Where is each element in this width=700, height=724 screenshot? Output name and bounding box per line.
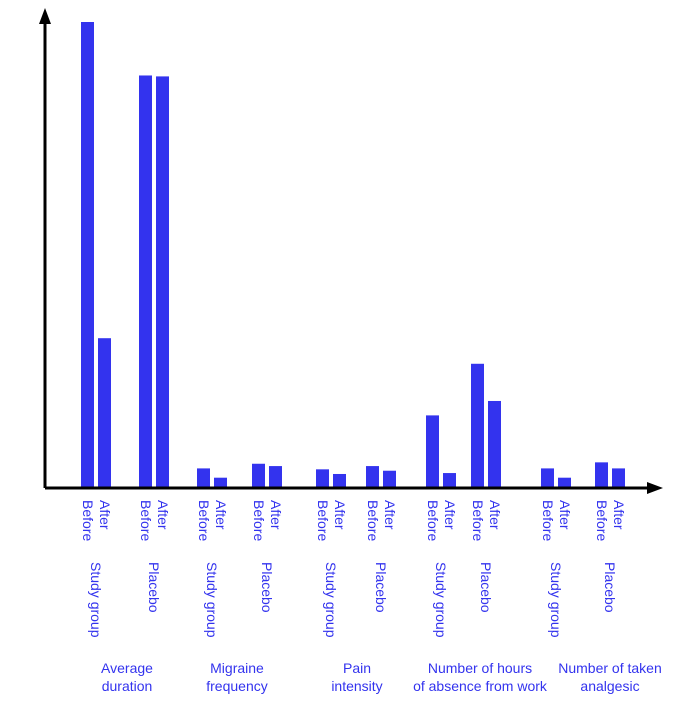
subgroup-label: Placebo <box>146 562 162 613</box>
bar-0-1-before <box>139 75 152 487</box>
subgroup-label: Placebo <box>602 562 618 613</box>
bars-layer <box>81 22 625 487</box>
group-label-line: of absence from work <box>413 678 548 694</box>
bar-label-before: Before <box>540 500 556 541</box>
group-label-line: Number of hours <box>428 660 532 676</box>
bar-label-after: After <box>487 500 503 530</box>
bar-2-0-before <box>316 469 329 487</box>
group-label-line: intensity <box>331 678 382 694</box>
bar-label-after: After <box>442 500 458 530</box>
bar-label-before: Before <box>251 500 267 541</box>
bar-2-1-before <box>366 466 379 487</box>
bar-label-after: After <box>611 500 627 530</box>
bar-1-1-after <box>269 466 282 487</box>
bar-4-0-after <box>558 477 571 487</box>
bar-label-before: Before <box>470 500 486 541</box>
bar-3-1-after <box>488 400 501 487</box>
bar-label-after: After <box>382 500 398 530</box>
group-label-line: duration <box>102 678 153 694</box>
bar-label-before: Before <box>594 500 610 541</box>
bar-label-after: After <box>268 500 284 530</box>
subgroup-label: Placebo <box>259 562 275 613</box>
bar-1-1-before <box>252 463 265 487</box>
bar-label-after: After <box>213 500 229 530</box>
group-label-line: Migraine <box>210 660 264 676</box>
group-label-line: Pain <box>343 660 371 676</box>
subgroup-label: Placebo <box>373 562 389 613</box>
bar-label-after: After <box>155 500 171 530</box>
bar-label-after: After <box>557 500 573 530</box>
subgroup-label: Study group <box>548 562 564 638</box>
bar-3-0-before <box>426 415 439 487</box>
axes-layer <box>39 8 663 494</box>
group-label-line: frequency <box>206 678 267 694</box>
bar-label-before: Before <box>80 500 96 541</box>
bar-1-0-before <box>197 468 210 487</box>
subgroup-label: Study group <box>88 562 104 638</box>
group-label-line: Average <box>101 660 153 676</box>
bar-label-after: After <box>332 500 348 530</box>
y-axis-arrowhead <box>39 8 51 24</box>
bar-2-1-after <box>383 470 396 487</box>
subgroup-label: Study group <box>323 562 339 638</box>
subgroup-label: Study group <box>433 562 449 638</box>
subgroup-label: Study group <box>204 562 220 638</box>
subgroup-label: Placebo <box>478 562 494 613</box>
bar-label-before: Before <box>425 500 441 541</box>
bar-label-before: Before <box>138 500 154 541</box>
bar-4-0-before <box>541 468 554 487</box>
bar-2-0-after <box>333 473 346 487</box>
bar-3-0-after <box>443 473 456 487</box>
bar-1-0-after <box>214 477 227 487</box>
group-label-line: Number of taken <box>558 660 662 676</box>
bar-3-1-before <box>471 363 484 487</box>
bar-label-after: After <box>97 500 113 530</box>
group-label-line: analgesic <box>580 678 639 694</box>
bar-label-before: Before <box>315 500 331 541</box>
bar-0-0-before <box>81 22 94 487</box>
bar-0-0-after <box>98 338 111 487</box>
bar-label-before: Before <box>196 500 212 541</box>
bar-0-1-after <box>156 76 169 487</box>
bar-4-1-before <box>595 462 608 487</box>
bar-label-before: Before <box>365 500 381 541</box>
bar-4-1-after <box>612 468 625 487</box>
x-axis-arrowhead <box>647 482 663 494</box>
